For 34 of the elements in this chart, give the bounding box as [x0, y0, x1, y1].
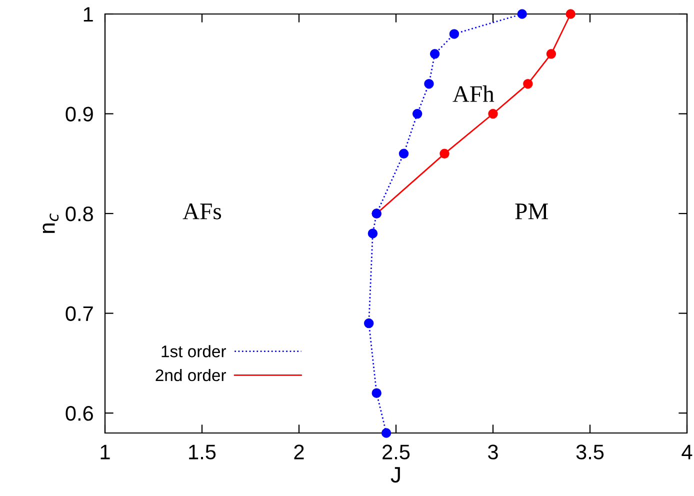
- point: [430, 49, 440, 59]
- point: [372, 388, 382, 398]
- x-tick-label: 1.5: [189, 444, 216, 460]
- x-axis-title: J: [390, 467, 400, 483]
- y-tick-label: 0.7: [66, 306, 93, 322]
- x-tick-label: 4: [682, 444, 692, 460]
- point: [424, 78, 434, 89]
- legend-label: 2nd order: [156, 368, 226, 382]
- point: [440, 148, 450, 159]
- point: [546, 49, 556, 59]
- annotation: AFh: [452, 85, 494, 102]
- x-tick-label: 2.5: [382, 444, 410, 460]
- point: [381, 428, 392, 438]
- point: [566, 9, 576, 19]
- y-tick-label: 1: [84, 7, 93, 22]
- y-tick-label: 0.6: [66, 406, 93, 421]
- y-tick-label: 0.9: [66, 106, 93, 122]
- y-axis-title: n$_{c}$: [42, 213, 59, 233]
- x-tick-label: 2: [294, 444, 304, 460]
- x-tick-label: 3: [488, 444, 498, 460]
- point: [488, 108, 498, 119]
- point: [523, 78, 533, 89]
- y-tick-label: 0.8: [66, 206, 93, 222]
- point: [449, 29, 460, 39]
- annotation: PM: [515, 204, 548, 220]
- x-tick-label: 1: [100, 444, 110, 460]
- point: [517, 9, 527, 19]
- point: [368, 228, 378, 238]
- annotation: AFs: [182, 204, 222, 220]
- point: [398, 148, 409, 159]
- x-tick-label: 3.5: [576, 444, 604, 460]
- legend-label: 1st order: [162, 345, 226, 358]
- point: [364, 318, 374, 328]
- point: [412, 108, 422, 119]
